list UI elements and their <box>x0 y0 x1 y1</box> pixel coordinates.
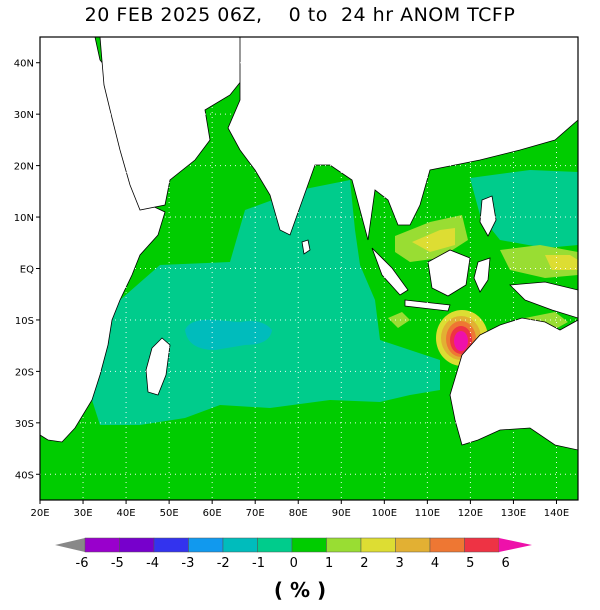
lon-label: 110E <box>415 508 440 519</box>
lon-label: 120E <box>458 508 483 519</box>
colorbar-label: 4 <box>431 556 439 571</box>
graticule <box>40 37 578 500</box>
lat-label: 20S <box>15 367 34 378</box>
borneo-land <box>427 249 471 297</box>
lon-label: 50E <box>160 508 179 519</box>
java-land <box>404 299 451 312</box>
lat-label: 10N <box>14 213 34 224</box>
colorbar-swatch <box>153 537 189 553</box>
lon-label: 80E <box>289 508 308 519</box>
colorbar: -6 -5 -4 -3 -2 -1 0 1 2 3 4 5 6 <box>55 537 532 571</box>
colorbar-swatch <box>222 537 258 553</box>
colorbar-swatch <box>188 537 224 553</box>
colorbar-swatch <box>257 537 293 553</box>
colorbar-low-arrow <box>55 538 85 552</box>
lon-label: 100E <box>372 508 397 519</box>
colorbar-label: -1 <box>252 556 265 571</box>
colorbar-label: 1 <box>325 556 333 571</box>
positive-patch-java <box>388 312 410 328</box>
lon-label: 30E <box>74 508 93 519</box>
colorbar-swatch <box>119 537 155 553</box>
lat-label: 30N <box>14 110 34 121</box>
australia-land <box>449 317 578 451</box>
colorbar-swatch <box>395 537 431 553</box>
lat-label: 20N <box>14 162 34 173</box>
lon-label: 20E <box>30 508 49 519</box>
lon-label: 40E <box>117 508 136 519</box>
new-guinea-land <box>509 281 578 319</box>
anomaly-map: 20E 30E 40E 50E 60E 70E 80E 90E 100E 110E 120E 130E… <box>14 36 579 519</box>
lat-label: 30S <box>15 419 34 430</box>
positive-patch-pacific-core <box>545 255 578 270</box>
lat-label: 40S <box>15 470 34 481</box>
lon-label: 70E <box>246 508 265 519</box>
lon-label: 130E <box>501 508 526 519</box>
map-title: 20 FEB 2025 06Z, 0 to 24 hr ANOM TCFP <box>84 4 516 26</box>
sumatra-land <box>371 247 409 296</box>
land <box>40 37 578 451</box>
negative-anomaly-region <box>92 180 440 425</box>
hotspot-level-5 <box>454 331 468 351</box>
colorbar-high-arrow <box>499 538 532 552</box>
negative-anomaly-pacific <box>470 170 578 248</box>
lon-label: 140E <box>544 508 569 519</box>
colorbar-label: 6 <box>501 556 509 571</box>
sulawesi-land <box>473 257 491 293</box>
colorbar-label: -2 <box>217 556 230 571</box>
colorbar-swatch <box>326 537 362 553</box>
strong-negative-patch <box>185 319 272 350</box>
colorbar-swatch <box>291 537 327 553</box>
axis-ticks: 20E 30E 40E 50E 60E 70E 80E 90E 100E 110E 120E 130E… <box>14 59 569 519</box>
philippines-land <box>479 195 497 237</box>
positive-patch-borneo-core <box>412 228 455 252</box>
colorbar-label: -5 <box>111 556 124 571</box>
colorbar-label: -6 <box>76 556 89 571</box>
asia-land <box>227 37 578 241</box>
lat-label: 10S <box>15 316 34 327</box>
colorbar-label: 2 <box>360 556 368 571</box>
lat-label: 40N <box>14 59 34 70</box>
colorbar-swatch <box>429 537 465 553</box>
colorbar-swatch <box>464 537 500 553</box>
colorbar-label: 5 <box>466 556 474 571</box>
colorbar-label: 0 <box>290 556 298 571</box>
madagascar-land <box>145 337 171 396</box>
colorbar-label: -4 <box>146 556 159 571</box>
units-label: ( % ) <box>273 578 327 602</box>
sri-lanka-land <box>301 239 311 255</box>
colorbar-label: -3 <box>181 556 194 571</box>
colorbar-label: 3 <box>396 556 404 571</box>
colorbar-swatch <box>360 537 396 553</box>
lon-label: 90E <box>332 508 351 519</box>
colorbar-swatch <box>84 537 120 553</box>
lon-label: 60E <box>203 508 222 519</box>
lat-label: EQ <box>20 265 34 276</box>
